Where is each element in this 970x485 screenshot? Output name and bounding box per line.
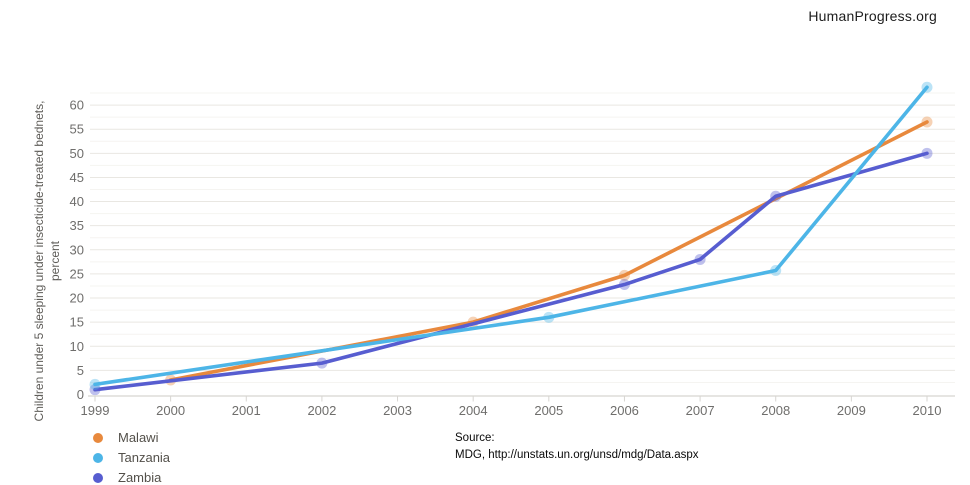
gridlines xyxy=(90,92,955,383)
x-tick-label: 2009 xyxy=(837,403,866,418)
y-axis-labels: 0 5 10 15 20 25 30 35 40 45 50 55 60 xyxy=(70,98,84,402)
x-axis: 1999 2000 2001 2002 2003 2004 2005 2006 2007 2008… xyxy=(81,395,955,418)
series-tanzania xyxy=(89,81,933,390)
y-tick-label: 50 xyxy=(70,146,84,161)
legend-item-zambia[interactable]: Zambia xyxy=(93,468,170,485)
x-tick-label: 2002 xyxy=(307,403,336,418)
x-tick-label: 2000 xyxy=(156,403,185,418)
y-tick-label: 20 xyxy=(70,291,84,306)
y-axis-title-line2: percent xyxy=(48,240,62,282)
y-tick-label: 15 xyxy=(70,315,84,330)
y-tick-label: 5 xyxy=(77,363,84,378)
legend-label-tanzania: Tanzania xyxy=(118,450,171,465)
x-tick-label: 2010 xyxy=(913,403,942,418)
y-tick-label: 45 xyxy=(70,170,84,185)
x-tick-label: 2006 xyxy=(610,403,639,418)
series-malawi xyxy=(165,116,933,386)
line-tanzania xyxy=(93,85,929,387)
x-tick-label: 2005 xyxy=(534,403,563,418)
line-zambia xyxy=(93,151,929,392)
source-citation: MDG, http://unstats.un.org/unsd/mdg/Data… xyxy=(455,449,699,461)
malawi-series-bullet-icon xyxy=(93,432,103,443)
legend-item-tanzania[interactable]: Tanzania xyxy=(93,448,170,467)
x-tick-label: 2007 xyxy=(686,403,715,418)
y-tick-label: 55 xyxy=(70,122,84,137)
x-tick-label: 1999 xyxy=(81,403,110,418)
y-tick-label: 40 xyxy=(70,194,84,209)
y-axis-title-line1: Children under 5 sleeping under insectic… xyxy=(32,100,46,422)
legend-label-malawi: Malawi xyxy=(118,430,159,445)
line-malawi xyxy=(168,120,929,382)
x-tick-label: 2001 xyxy=(232,403,261,418)
x-tick-label: 2008 xyxy=(761,403,790,418)
zambia-series-bullet-icon xyxy=(93,472,103,483)
y-tick-label: 10 xyxy=(70,339,84,354)
series-zambia xyxy=(89,147,933,396)
y-tick-label: 0 xyxy=(77,387,84,402)
tanzania-series-bullet-icon xyxy=(93,452,103,463)
legend: Malawi Tanzania Zambia xyxy=(93,428,170,485)
y-tick-label: 25 xyxy=(70,266,84,281)
source-label: Source: xyxy=(455,432,495,444)
legend-label-zambia: Zambia xyxy=(118,470,162,485)
x-tick-label: 2003 xyxy=(383,403,412,418)
legend-item-malawi[interactable]: Malawi xyxy=(93,428,170,447)
humanprogress-logo-text[interactable]: HumanProgress.org xyxy=(808,8,937,24)
y-axis-title: Children under 5 sleeping under insectic… xyxy=(31,71,65,451)
source-note: Source: MDG, http://unstats.un.org/unsd/… xyxy=(455,430,699,464)
y-tick-label: 35 xyxy=(70,218,84,233)
y-tick-label: 60 xyxy=(70,98,84,113)
y-tick-label: 30 xyxy=(70,242,84,257)
x-tick-label: 2004 xyxy=(459,403,488,418)
